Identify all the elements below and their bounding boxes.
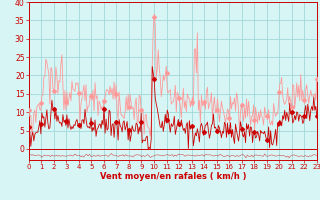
X-axis label: Vent moyen/en rafales ( km/h ): Vent moyen/en rafales ( km/h ) [100, 172, 246, 181]
